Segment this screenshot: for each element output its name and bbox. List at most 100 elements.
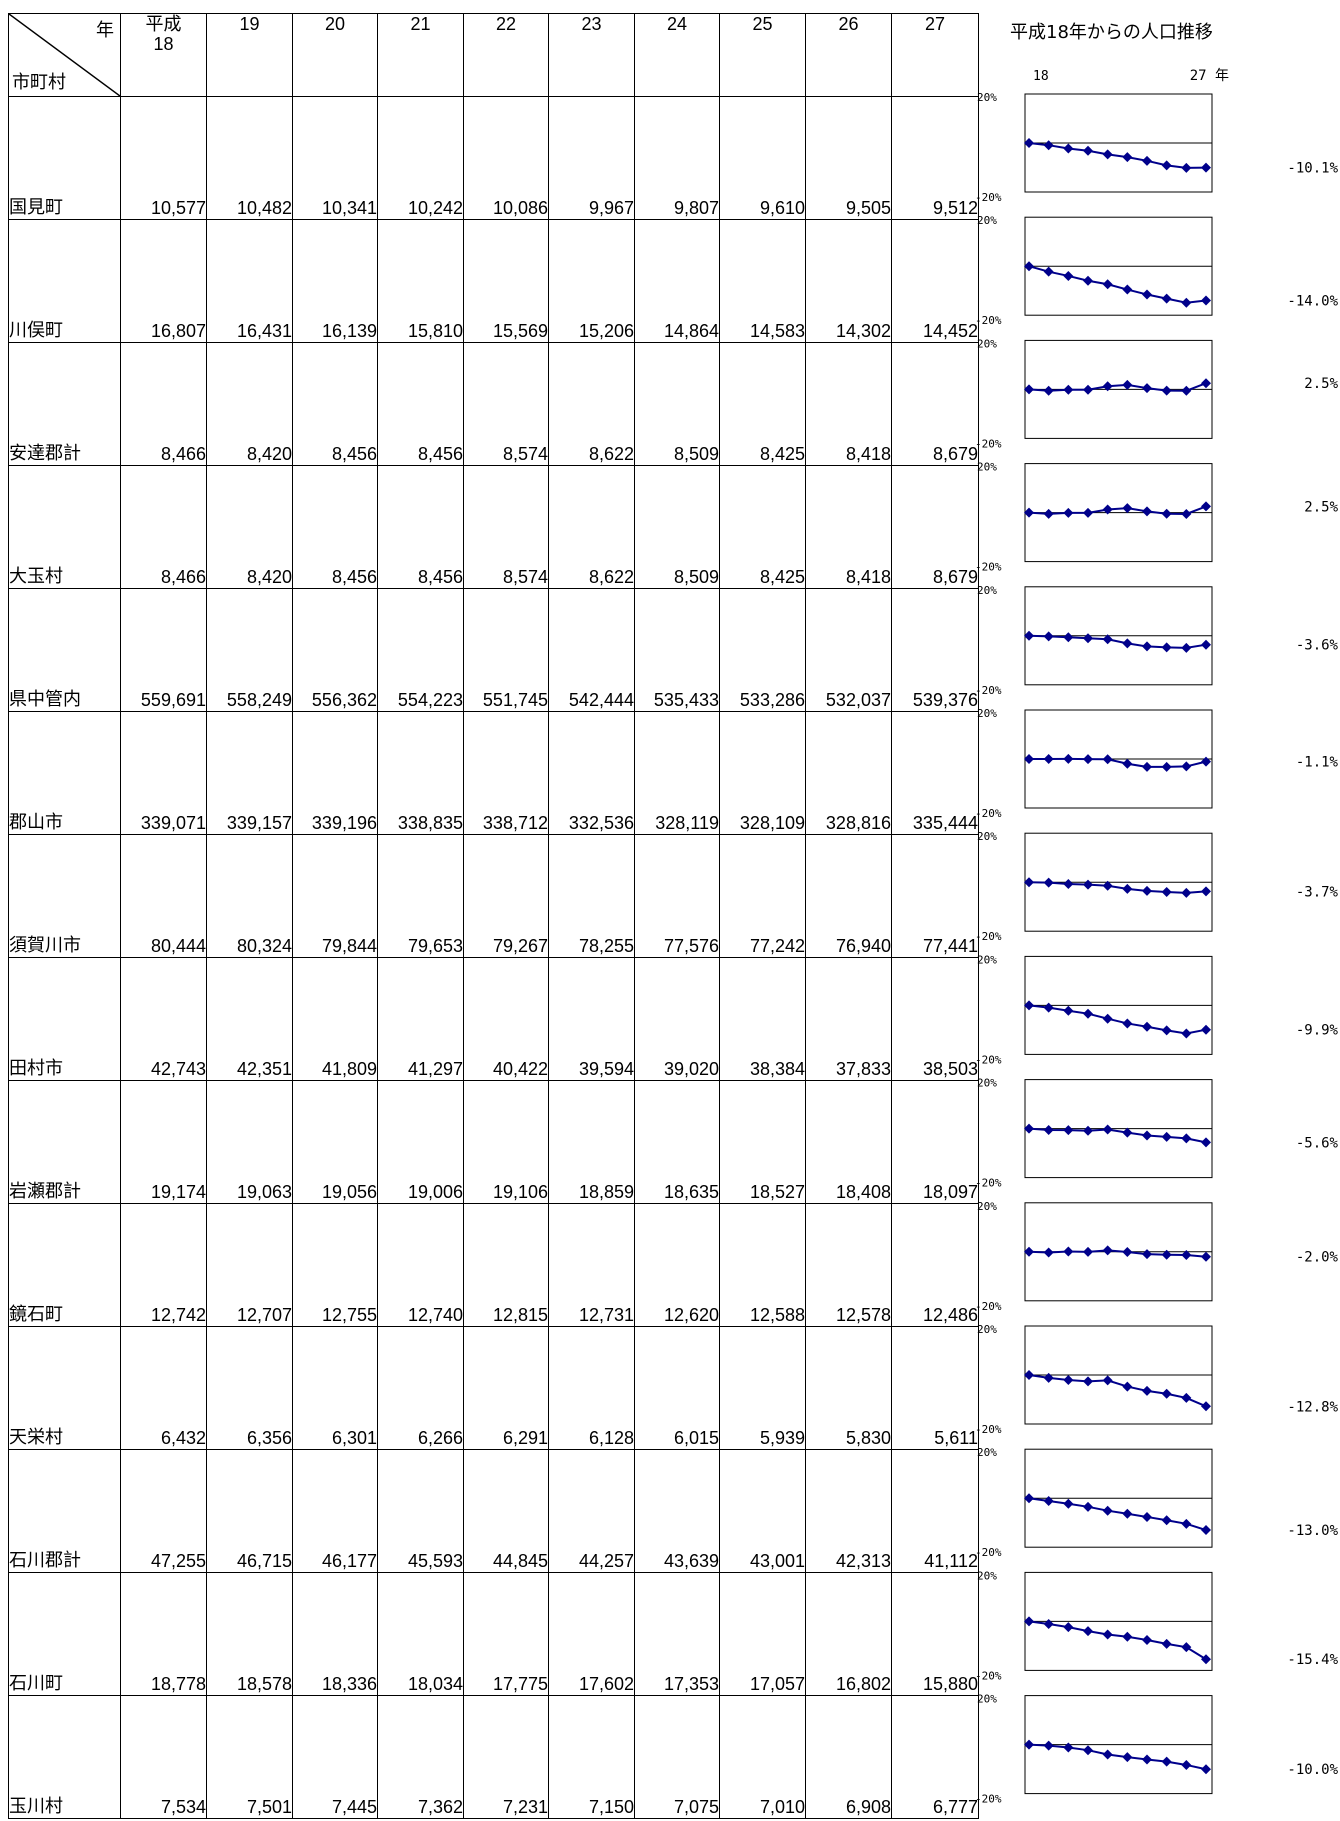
sparkline-point xyxy=(1102,1629,1113,1640)
population-cell: 45,593 xyxy=(377,1449,464,1573)
table-row: 岩瀬郡計 19,174 19,063 19,056 19,006 19,106 18,859… xyxy=(8,1080,979,1204)
sparkline-series xyxy=(1028,265,1207,304)
population-cell: 38,384 xyxy=(719,957,806,1081)
sparkline-point xyxy=(1161,642,1172,653)
y-axis-bottom-label: -20% xyxy=(975,314,1002,327)
sparkline-point xyxy=(1043,508,1054,519)
sparkline-point xyxy=(1102,634,1113,645)
sparkline-point xyxy=(1201,501,1211,512)
sparkline-point xyxy=(1083,1376,1093,1387)
population-table: 年 市町村 平成 18 19 20 21 22 23 24 25 26 27 国… xyxy=(8,13,979,1819)
population-cell: 554,223 xyxy=(377,588,464,712)
sparkline-point xyxy=(1122,152,1133,163)
sparkline-point xyxy=(1083,1125,1093,1136)
population-cell: 14,583 xyxy=(719,219,806,343)
population-cell: 6,432 xyxy=(120,1326,207,1450)
population-cell: 80,324 xyxy=(206,834,293,958)
population-cell: 6,908 xyxy=(805,1695,892,1819)
sparkline-point xyxy=(1181,1133,1192,1144)
sparkline-point xyxy=(1043,877,1054,888)
y-axis-top-label: 20% xyxy=(977,337,997,350)
population-cell: 12,588 xyxy=(719,1203,806,1327)
population-cell: 16,431 xyxy=(206,219,293,343)
y-axis-bottom-label: -20% xyxy=(975,684,1002,697)
population-cell: 539,376 xyxy=(891,588,979,712)
sparkline-point xyxy=(1043,1740,1054,1751)
population-cell: 39,594 xyxy=(548,957,635,1081)
population-cell: 17,057 xyxy=(719,1572,806,1696)
population-cell: 9,967 xyxy=(548,96,635,220)
y-axis-top-label: 20% xyxy=(977,830,997,843)
year-header: 22 xyxy=(463,13,549,97)
sparkline-point xyxy=(1161,160,1172,171)
sparkline-point xyxy=(1181,1392,1192,1403)
y-axis-bottom-label: -20% xyxy=(975,561,1002,574)
population-cell: 8,574 xyxy=(463,465,549,589)
sparkline-point xyxy=(1201,295,1211,306)
population-cell: 16,807 xyxy=(120,219,207,343)
population-cell: 12,755 xyxy=(292,1203,378,1327)
population-cell: 8,466 xyxy=(120,342,207,466)
sparkline-point xyxy=(1201,378,1211,389)
table-row: 石川郡計 47,255 46,715 46,177 45,593 44,845 44,257… xyxy=(8,1449,979,1573)
sparkline-point xyxy=(1024,630,1034,641)
population-cell: 10,341 xyxy=(292,96,378,220)
sparkline-point xyxy=(1043,266,1054,277)
y-axis-bottom-label: -20% xyxy=(975,1423,1002,1436)
sparkline-point xyxy=(1083,384,1093,395)
table-row: 鏡石町 12,742 12,707 12,755 12,740 12,815 12,731 1… xyxy=(8,1203,979,1327)
population-cell: 44,257 xyxy=(548,1449,635,1573)
year-header: 23 xyxy=(548,13,635,97)
change-label: -1.1% xyxy=(1296,755,1339,771)
sparkline-point xyxy=(1043,1002,1054,1013)
sparkline-point xyxy=(1161,293,1172,304)
sparkline-point xyxy=(1063,753,1074,764)
population-cell: 8,420 xyxy=(206,342,293,466)
sparkline-point xyxy=(1181,385,1192,396)
sparkline-point xyxy=(1181,1028,1192,1039)
population-cell: 6,356 xyxy=(206,1326,293,1450)
change-label: -2.0% xyxy=(1296,1250,1339,1266)
table-body: 国見町 10,577 10,482 10,341 10,242 10,086 9,967 9,… xyxy=(8,96,979,1819)
sparkline-point xyxy=(1083,879,1093,890)
sparkline-point xyxy=(1161,761,1172,772)
population-cell: 10,086 xyxy=(463,96,549,220)
sparkline-point xyxy=(1024,754,1034,764)
sparkline-point xyxy=(1102,1749,1113,1760)
sparkline-point xyxy=(1181,297,1192,308)
change-label: -14.0% xyxy=(1287,294,1338,310)
population-cell: 532,037 xyxy=(805,588,892,712)
municipality-header-label: 市町村 xyxy=(12,72,66,92)
population-cell: 15,810 xyxy=(377,219,464,343)
sparkline-point xyxy=(1201,1654,1211,1665)
sparkline-series xyxy=(1028,505,1207,515)
sparkline-point xyxy=(1102,1375,1113,1386)
year-header: 27 xyxy=(891,13,979,97)
sparkline-series xyxy=(1028,1743,1207,1771)
population-cell: 44,845 xyxy=(463,1449,549,1573)
y-axis-top-label: 20% xyxy=(977,461,997,474)
sparkline-point xyxy=(1201,1401,1211,1412)
sparkline-point xyxy=(1142,1385,1152,1396)
x-axis-start-label: 18 xyxy=(1033,69,1049,84)
population-table-container: 年 市町村 平成 18 19 20 21 22 23 24 25 26 27 国… xyxy=(8,13,979,1821)
municipality-name-cell: 県中管内 xyxy=(8,588,121,712)
population-cell: 43,639 xyxy=(634,1449,720,1573)
sparkline-point xyxy=(1083,754,1093,765)
population-cell: 18,097 xyxy=(891,1080,979,1204)
sparkline-point xyxy=(1142,1511,1152,1522)
population-cell: 535,433 xyxy=(634,588,720,712)
sparkline-point xyxy=(1102,880,1113,891)
y-axis-bottom-label: -20% xyxy=(975,1669,1002,1682)
year-header: 25 xyxy=(719,13,806,97)
population-cell: 10,577 xyxy=(120,96,207,220)
sparkline-point xyxy=(1063,507,1074,518)
population-cell: 6,015 xyxy=(634,1326,720,1450)
year-header: 21 xyxy=(377,13,464,97)
y-axis-top-label: 20% xyxy=(977,584,997,597)
sparkline-point xyxy=(1122,379,1133,390)
sparkline-series xyxy=(1028,142,1207,169)
population-cell: 12,731 xyxy=(548,1203,635,1327)
sparkline-point xyxy=(1063,1498,1074,1509)
year-label: 18 xyxy=(153,34,174,54)
